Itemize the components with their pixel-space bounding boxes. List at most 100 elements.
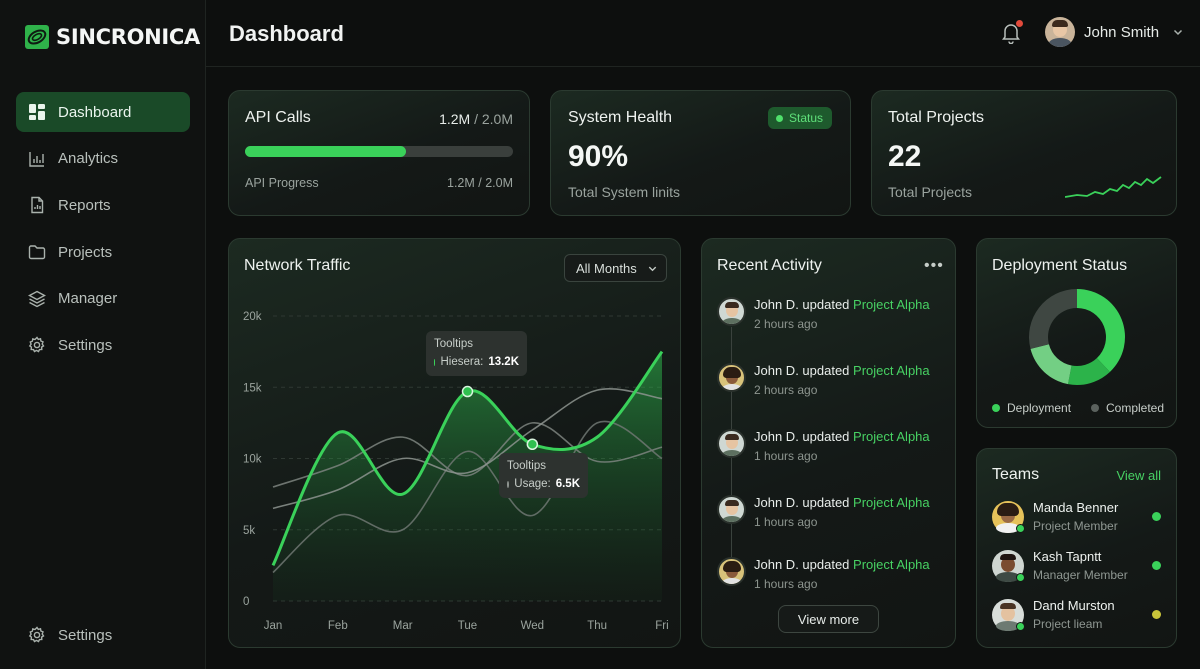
series-line [272,388,663,510]
sidebar-item-label: Manager [58,290,118,308]
member-name: Manda Benner [1033,500,1119,515]
activity-item[interactable]: John D. updated Project Alpha 2 hours ago [717,363,930,397]
activity-text: John D. updated [754,495,854,510]
x-tick-label: Jan [264,620,283,632]
activity-text: John D. updated [754,429,854,444]
sidebar-nav: Dashboard Analytics Reports Projects Man… [16,92,190,372]
online-indicator [1016,523,1025,533]
activity-text: John D. updated [754,557,854,572]
teams-card: Teams View all Manda Benner Project Membe… [976,448,1177,648]
health-value: 90% [568,140,629,173]
sidebar-item-label: Analytics [58,150,119,168]
series-line [272,422,663,488]
y-tick-label: 0 [243,596,249,608]
tooltip-value: 13.2K [488,356,519,368]
sidebar-item-settings-bottom[interactable]: Settings [16,615,190,655]
card-title: Teams [992,466,1040,483]
y-tick-label: 5k [243,525,255,537]
deployment-status-card: Deployment Status Deployment Completed [976,238,1177,428]
bell-icon[interactable] [1001,22,1021,44]
sidebar-item-analytics[interactable]: Analytics [16,139,190,179]
api-max: 2.0M [481,111,513,127]
avatar [717,429,746,458]
system-health-card: System Health Status 90% Total System li… [550,90,851,216]
activity-time: 2 hours ago [754,383,818,397]
project-link[interactable]: Project Alpha [853,495,930,510]
activity-time: 1 hours ago [754,449,818,463]
avatar [992,549,1025,582]
view-all-link[interactable]: View all [1116,468,1161,483]
view-more-button[interactable]: View more [778,605,879,633]
folder-icon [28,245,46,260]
user-name: John Smith [1084,23,1160,41]
highlight-point [461,385,474,398]
x-tick-label: Fri [655,620,668,632]
activity-item[interactable]: John D. updated Project Alpha 1 hours ago [717,557,930,591]
team-member[interactable]: Manda Benner Project Member [992,500,1118,533]
activity-time: 1 hours ago [754,577,818,591]
api-separator: / [470,111,482,127]
brand-logo[interactable]: SINCRONICA [24,22,200,52]
sidebar-item-label: Settings [58,626,113,644]
sidebar-item-settings[interactable]: Settings [16,325,190,365]
sidebar-item-manager[interactable]: Manager [16,279,190,319]
tooltip-title: Tooltips [507,460,546,472]
member-name: Kash Tapntt [1033,549,1102,564]
team-member[interactable]: Dand Murston Project lieam [992,598,1115,631]
member-status-dot [1152,512,1161,521]
member-role: Project Member [1033,519,1118,533]
legend-dot [1091,404,1099,412]
y-tick-label: 10k [243,454,262,466]
legend-label: Deployment [1007,401,1072,415]
x-tick-label: Mar [393,620,413,632]
sidebar-item-label: Settings [58,336,113,354]
sidebar-item-label: Dashboard [58,103,132,121]
sparkline [1065,176,1162,198]
gear-icon [28,626,45,643]
activity-text: John D. updated [754,297,854,312]
avatar [992,598,1025,631]
activity-item[interactable]: John D. updated Project Alpha 2 hours ago [717,297,930,331]
card-title: Total Projects [888,109,985,126]
activity-time: 1 hours ago [754,515,818,529]
chart-tooltip: Tooltips Hiesera: 13.2K [426,331,527,376]
brand-name: SINCRONICA [56,25,201,49]
card-title: Deployment Status [992,257,1128,274]
api-progress-bar [245,146,513,157]
notification-badge [1016,20,1023,27]
online-indicator [1016,572,1025,582]
y-tick-label: 15k [243,382,262,394]
grid-icon [29,104,45,120]
member-status-dot [1152,610,1161,619]
projects-value: 22 [888,140,922,173]
sidebar: SINCRONICA Dashboard Analytics Reports P… [0,0,206,669]
avatar [1045,17,1075,47]
project-link[interactable]: Project Alpha [853,363,930,378]
activity-time: 2 hours ago [754,317,818,331]
project-link[interactable]: Project Alpha [853,297,930,312]
avatar [717,495,746,524]
top-bar: Dashboard John Smith [206,0,1200,67]
team-member[interactable]: Kash Tapntt Manager Member [992,549,1128,582]
project-link[interactable]: Project Alpha [853,557,930,572]
months-dropdown[interactable]: All Months [564,254,667,282]
sidebar-item-label: Reports [58,196,111,214]
activity-item[interactable]: John D. updated Project Alpha 1 hours ago [717,429,930,463]
sidebar-item-projects[interactable]: Projects [16,232,190,272]
progress-label: API Progress [245,176,319,190]
series-line [272,420,663,574]
user-menu[interactable]: John Smith [1045,17,1184,47]
y-tick-label: 20k [243,311,262,323]
sidebar-item-reports[interactable]: Reports [16,185,190,225]
page-title: Dashboard [229,21,344,46]
legend-label: Completed [1106,401,1165,415]
activity-item[interactable]: John D. updated Project Alpha 1 hours ago [717,495,930,529]
project-link[interactable]: Project Alpha [853,429,930,444]
more-options-icon[interactable]: ••• [924,257,944,274]
sidebar-item-dashboard[interactable]: Dashboard [16,92,190,132]
donut-slice [1068,358,1110,385]
api-usage-value: 1.2M / 2.0M [439,111,513,127]
network-traffic-card: Network Traffic All Months 0 5k 10k 15k 20k J… [228,238,681,648]
api-progress-fill [245,146,406,157]
status-dot [776,114,783,122]
